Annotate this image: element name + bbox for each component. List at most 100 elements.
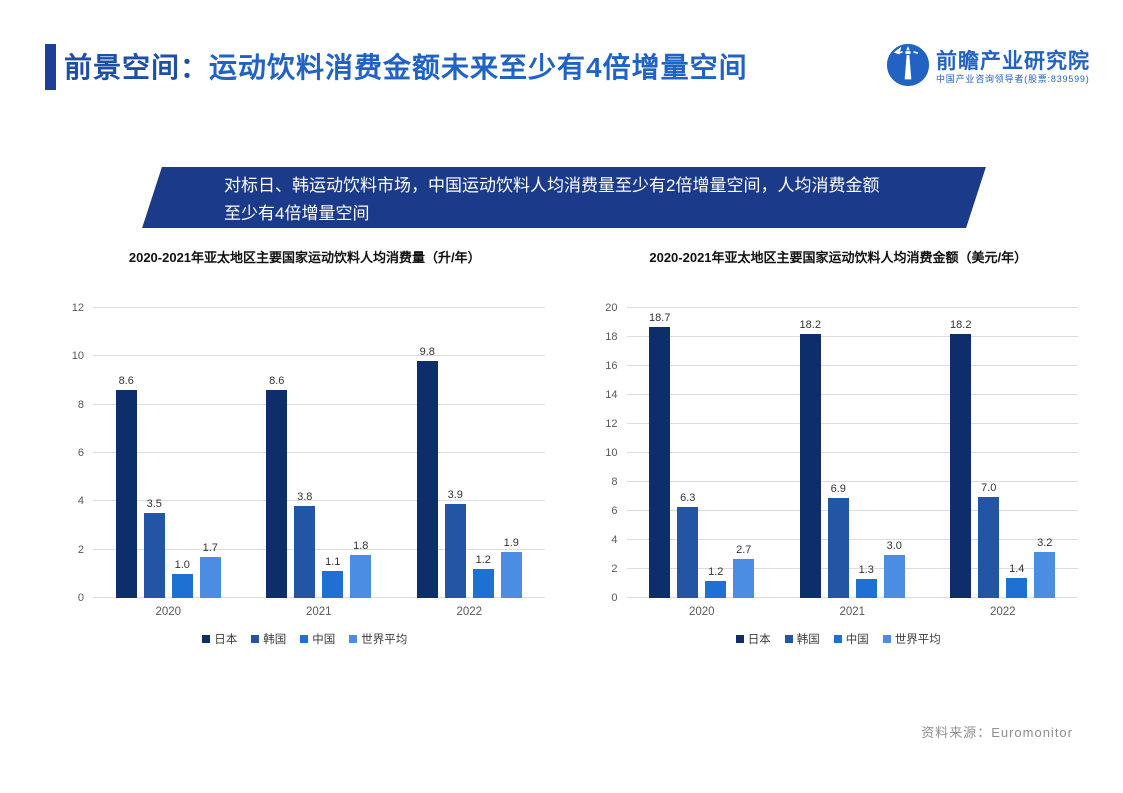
bar-中国: 1.2: [705, 566, 727, 598]
bar-中国: 1.2: [472, 554, 494, 598]
bar-世界平均: 2.7: [733, 544, 755, 598]
x-category-label: 2022: [989, 606, 1016, 618]
bar-value-label: 1.1: [325, 556, 341, 569]
bar-value-label: 1.8: [353, 539, 369, 552]
chart-per-capita-value: 2020-2021年亚太地区主要国家运动饮料人均消费金额（美元/年） 0 2 4 6 8 1…: [589, 250, 1089, 647]
bar-中国: 1.3: [855, 564, 877, 598]
gridline: [93, 403, 545, 405]
legend-label: 世界平均: [361, 634, 408, 646]
legend-swatch: [202, 635, 211, 643]
y-tick-label: 2: [611, 563, 618, 575]
page-title: 前景空间：运动饮料消费金额未来至少有4倍增量空间: [64, 46, 748, 86]
legend-swatch: [349, 635, 358, 643]
gridline: [626, 452, 1078, 453]
key-message-banner: 对标日、韩运动饮料市场，中国运动饮料人均消费量至少有2倍增量空间，人均消费金额至…: [142, 167, 986, 228]
y-tick-label: 10: [71, 350, 84, 363]
y-tick-label: 8: [77, 398, 84, 411]
legend-swatch: [251, 635, 260, 643]
legend-swatch: [300, 635, 309, 643]
legend-item: 世界平均: [349, 631, 407, 647]
y-tick-label: 14: [605, 389, 618, 401]
legend-swatch: [735, 635, 744, 643]
gridline: [626, 336, 1078, 337]
legend-item: 日本: [202, 631, 237, 647]
legend-item: 韩国: [251, 631, 286, 647]
gridline: [626, 394, 1078, 395]
bar-世界平均: 3.0: [883, 540, 905, 598]
bar-日本: 18.2: [800, 319, 821, 598]
x-category-label: 2022: [456, 606, 483, 618]
gridline: [626, 365, 1078, 366]
legend-swatch: [882, 635, 891, 643]
y-tick-label: 4: [77, 495, 84, 508]
bar-value-label: 6.3: [680, 491, 696, 504]
gridline: [626, 307, 1078, 308]
bar-value-label: 18.2: [799, 319, 821, 332]
bar-value-label: 3.5: [146, 498, 162, 511]
y-tick-label: 8: [611, 476, 618, 488]
bar-中国: 1.0: [171, 559, 193, 598]
y-tick-label: 0: [611, 592, 618, 604]
bar-value-label: 8.6: [269, 375, 285, 388]
y-tick-label: 16: [605, 360, 618, 372]
y-tick-label: 0: [77, 592, 84, 604]
x-category-label: 2021: [839, 606, 866, 618]
legend-label: 中国: [312, 634, 336, 646]
bar-value-label: 3.9: [447, 488, 463, 501]
bar-value-label: 1.3: [858, 564, 874, 577]
page-title-prefix: 前景空间：: [64, 52, 210, 83]
bar-value-label: 1.2: [475, 554, 491, 566]
bar-group: 8.6 3.8 1.1 1.8: [244, 308, 395, 598]
gridline: [93, 597, 545, 598]
bar-世界平均: 1.9: [500, 537, 522, 598]
legend-label: 韩国: [263, 634, 287, 646]
bar-value-label: 6.9: [830, 482, 846, 495]
bar-日本: 9.8: [416, 346, 438, 598]
bar-value-label: 18.7: [649, 311, 671, 324]
bar-group: 18.2 6.9 1.3 3.0: [777, 308, 928, 598]
bar-中国: 1.4: [1006, 563, 1028, 598]
gridline: [93, 500, 545, 502]
gridline: [93, 307, 545, 308]
logo-subtitle: 中国产业咨询领导者(股票:839599): [936, 74, 1090, 85]
legend-label: 世界平均: [894, 634, 941, 646]
legend: 日本 韩国 中国 世界平均: [55, 631, 555, 647]
bar-value-label: 2.7: [736, 543, 752, 556]
bar-韩国: 7.0: [978, 482, 1000, 598]
y-tick-label: 12: [71, 302, 84, 314]
page-title-main: 运动饮料消费金额未来至少有4倍增量空间: [209, 52, 748, 83]
bar-韩国: 6.3: [677, 492, 699, 598]
legend-label: 中国: [845, 634, 869, 646]
legend-label: 日本: [747, 634, 771, 646]
y-tick-label: 2: [77, 543, 84, 556]
bar-group: 18.7 6.3 1.2 2.7: [627, 308, 778, 598]
bar-value-label: 1.7: [202, 541, 218, 554]
bar-日本: 8.6: [266, 375, 288, 598]
logo: 前瞻产业研究院 中国产业咨询领导者(股票:839599): [885, 42, 1090, 93]
legend-item: 中国: [300, 631, 335, 647]
gridline: [626, 481, 1078, 482]
bar-日本: 8.6: [115, 375, 137, 598]
bar-中国: 1.1: [322, 556, 344, 598]
legend-swatch: [833, 635, 842, 643]
bar-value-label: 7.0: [981, 481, 997, 494]
legend: 日本 韩国 中国 世界平均: [589, 631, 1089, 647]
bar-value-label: 9.8: [419, 346, 435, 359]
title-accent-bar: [45, 44, 56, 90]
gridline: [93, 355, 545, 357]
bar-value-label: 1.4: [1009, 562, 1025, 575]
chart-title: 2020-2021年亚太地区主要国家运动饮料人均消费量（升/年）: [128, 250, 481, 265]
plot-area: 0 2 4 6 8 10 12 8.6 3.5 1.0 1.7 8.6 3.8 1.1 1.8 9.8 3.9 1…: [72, 302, 545, 604]
bar-group: 18.2 7.0 1.4 3.2: [928, 308, 1079, 598]
gridline: [626, 510, 1078, 511]
bar-value-label: 1.0: [174, 558, 190, 571]
y-tick-label: 6: [611, 505, 618, 517]
gridline: [93, 548, 545, 550]
bar-groups: 18.7 6.3 1.2 2.7 18.2 6.9 1.3 3.0 18.2 7.0 1.4 3.2: [627, 308, 1079, 598]
y-tick-label: 20: [605, 302, 618, 314]
x-axis-labels: 2020 2021 2022: [93, 606, 545, 618]
bar-value-label: 3.2: [1037, 536, 1053, 549]
logo-name: 前瞻产业研究院: [936, 50, 1090, 73]
x-category-label: 2020: [155, 606, 182, 618]
